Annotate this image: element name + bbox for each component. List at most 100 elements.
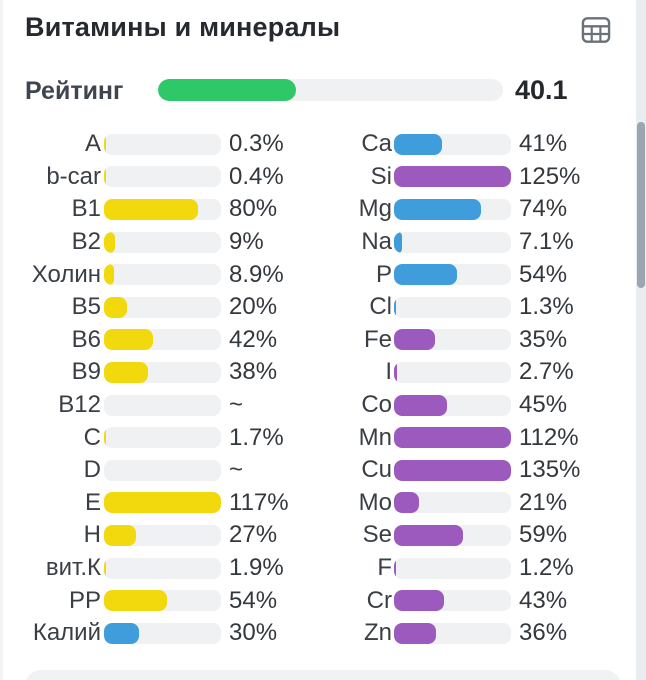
nutrient-bar-track (394, 590, 511, 612)
nutrient-bar-fill (104, 166, 106, 188)
scrollbar-track[interactable] (636, 0, 646, 680)
nutrient-value: 135% (519, 456, 581, 484)
nutrient-label: Si (370, 162, 392, 190)
nutrient-bar-track (394, 133, 511, 155)
nutrient-bar-fill (394, 622, 437, 644)
nutrient-value: 30% (229, 619, 278, 647)
nutrient-value: 20% (229, 293, 278, 321)
nutrient-row: F 1.2% (320, 552, 632, 585)
nutrient-label: Cr (366, 586, 392, 614)
nutrient-bar-track (394, 492, 511, 514)
nutrient-row: Se 59% (320, 519, 632, 552)
nutrient-value: 0.3% (229, 130, 284, 158)
table-icon (580, 17, 612, 48)
nutrient-bar-track (104, 231, 221, 253)
nutrient-bar-fill (394, 427, 511, 449)
nutrient-row: Cl 1.3% (320, 291, 632, 324)
rating-bar-track (158, 79, 503, 101)
nutrient-bar-track (394, 459, 511, 481)
rating-row: Рейтинг 40.1 (25, 74, 585, 108)
nutrient-label: A (84, 130, 101, 158)
nutrient-bar-fill (104, 231, 115, 253)
nutrient-bar-fill (104, 622, 140, 644)
nutrient-row: Холин 8.9% (0, 258, 320, 291)
nutrient-label: Mn (358, 423, 392, 451)
nutrient-label: Cu (361, 456, 392, 484)
nutrient-value: 8.9% (229, 260, 284, 288)
nutrient-bar-track (394, 231, 511, 253)
nutrient-bar-track (104, 492, 221, 514)
nutrient-row: C 1.7% (0, 421, 320, 454)
nutrient-value: 1.2% (519, 554, 574, 582)
nutrient-value: 1.3% (519, 293, 574, 321)
nutrient-bar-track (104, 524, 221, 546)
nutrient-value: 35% (519, 325, 568, 353)
nutrient-label: B6 (71, 325, 101, 353)
nutrient-bar-fill (394, 296, 396, 318)
nutrient-bar-track (104, 557, 221, 579)
nutrient-row: Mo 21% (320, 487, 632, 520)
next-section-card (25, 670, 621, 680)
nutrient-row: A 0.3% (0, 128, 320, 161)
nutrient-bar-track (104, 329, 221, 351)
nutrient-label: Zn (363, 619, 392, 647)
nutrient-bar-track (394, 622, 511, 644)
nutrient-bar-track (394, 264, 511, 286)
nutrient-label: E (84, 488, 101, 516)
nutrient-bar-fill (104, 329, 154, 351)
nutrient-value: 36% (519, 619, 568, 647)
nutrient-value: 125% (519, 162, 581, 190)
nutrient-bar-track (104, 198, 221, 220)
nutrient-value: 80% (229, 195, 278, 223)
nutrient-bar-fill (394, 133, 442, 155)
nutrient-bar-fill (104, 264, 115, 286)
nutrient-bar-track (394, 166, 511, 188)
nutrient-row: Fe 35% (320, 324, 632, 357)
nutrient-row: D ~ (0, 454, 320, 487)
nutrient-bar-fill (104, 427, 106, 449)
nutrient-row: B2 9% (0, 226, 320, 259)
nutrient-value: 7.1% (519, 228, 574, 256)
nutrient-row: Ca 41% (320, 128, 632, 161)
nutrient-bar-fill (394, 361, 398, 383)
nutrient-bar-track (104, 296, 221, 318)
nutrient-value: 0.4% (229, 162, 284, 190)
nutrient-label: Калий (32, 619, 101, 647)
nutrient-value: 54% (229, 586, 278, 614)
nutrient-row: Zn 36% (320, 617, 632, 650)
nutrient-bar-fill (394, 329, 435, 351)
nutrient-label: D (83, 456, 101, 484)
nutrient-value: 27% (229, 521, 278, 549)
nutrient-bar-fill (104, 198, 198, 220)
nutrient-bar-track (394, 296, 511, 318)
nutrient-row: Co 45% (320, 389, 632, 422)
nutrient-label: Mo (358, 488, 392, 516)
nutrient-bar-track (394, 198, 511, 220)
nutrient-label: Fe (363, 325, 392, 353)
nutrient-bar-track (394, 329, 511, 351)
nutrient-label: P (375, 260, 392, 288)
nutrient-label: B5 (71, 293, 101, 321)
nutrient-value: 59% (519, 521, 568, 549)
nutrient-row: E 117% (0, 487, 320, 520)
nutrient-bar-track (104, 590, 221, 612)
nutrient-label: Ca (361, 130, 392, 158)
nutrient-value: 74% (519, 195, 568, 223)
table-view-button[interactable] (580, 15, 612, 45)
nutrient-bar-track (104, 459, 221, 481)
nutrient-label: B2 (71, 228, 101, 256)
nutrient-row: B9 38% (0, 356, 320, 389)
nutrient-bar-fill (104, 296, 128, 318)
nutrient-bar-fill (104, 524, 136, 546)
nutrient-label: Mg (358, 195, 392, 223)
nutrient-label: вит.К (45, 554, 101, 582)
rating-bar-fill (158, 79, 297, 101)
nutrient-row: P 54% (320, 258, 632, 291)
nutrient-bar-track (394, 361, 511, 383)
nutrient-label: b-car (46, 162, 101, 190)
scrollbar-thumb[interactable] (637, 122, 645, 288)
nutrient-label: Холин (31, 260, 101, 288)
nutrient-label: Na (361, 228, 392, 256)
nutrient-row: b-car 0.4% (0, 161, 320, 194)
